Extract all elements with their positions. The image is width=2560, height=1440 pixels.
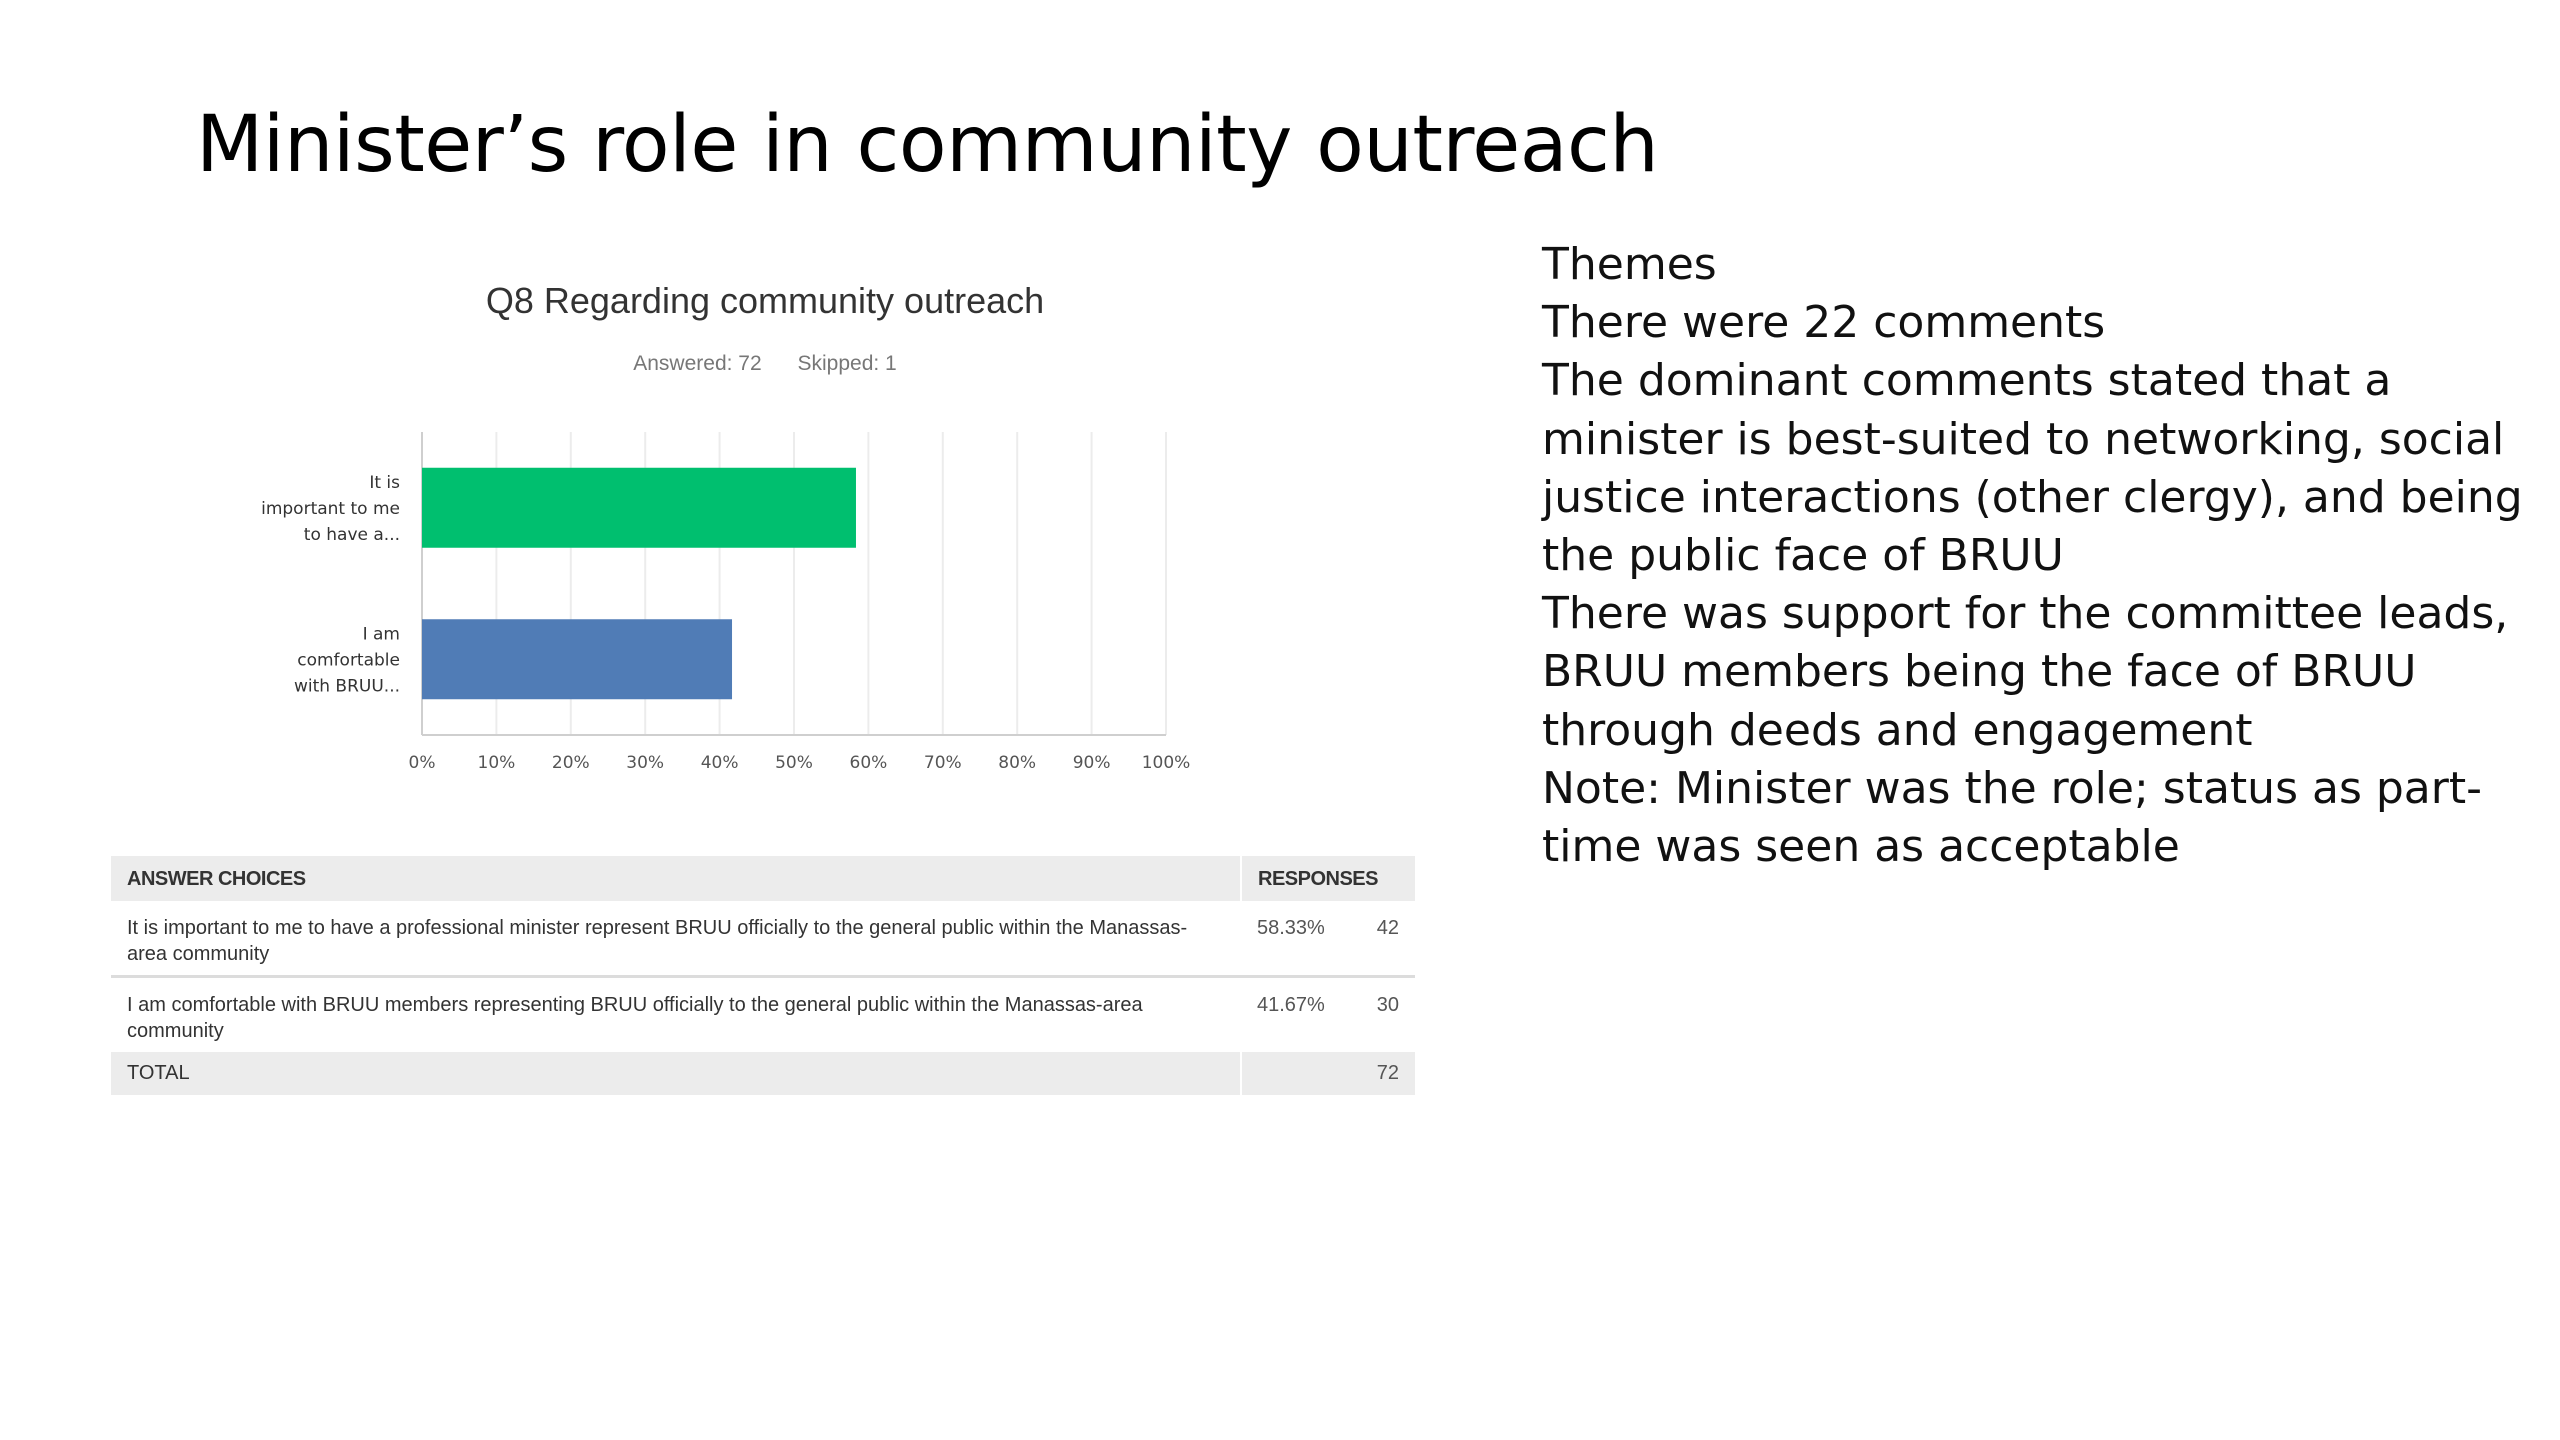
- x-tick-label: 70%: [924, 753, 962, 773]
- row-choice: It is important to me to have a professi…: [127, 917, 1188, 965]
- x-tick-label: 60%: [850, 753, 888, 773]
- table-row: I am comfortable with BRUU members repre…: [111, 975, 1415, 1052]
- x-tick-label: 20%: [552, 753, 590, 773]
- chart-stats: Answered: 72 Skipped: 1: [0, 352, 1530, 376]
- themes-text: Themes There were 22 comments The domina…: [1542, 236, 2542, 876]
- x-tick-label: 50%: [775, 753, 813, 773]
- themes-heading: Themes: [1542, 239, 1717, 290]
- category-label-line: important to me: [261, 499, 400, 519]
- row-percent: 41.67%: [1241, 975, 1353, 1052]
- chart-title: Q8 Regarding community outreach: [485, 280, 1045, 321]
- bar: [422, 619, 733, 700]
- category-label: I am comfortable with BRUU...: [294, 624, 400, 696]
- row-percent: 58.33%: [1257, 917, 1325, 939]
- slide-title: Minister’s role in community outreach: [196, 100, 1659, 190]
- x-tick-label: 80%: [998, 753, 1036, 773]
- themes-line: Note: Minister was the role; status as p…: [1542, 762, 2482, 873]
- header-answer-choices: ANSWER CHOICES: [111, 856, 1241, 901]
- category-label-line: to have a...: [304, 525, 400, 545]
- themes-line: There was support for the committee lead…: [1542, 588, 2509, 756]
- row-count: 30: [1353, 975, 1415, 1052]
- skipped-count: Skipped: 1: [797, 352, 897, 375]
- row-count: 42: [1376, 917, 1399, 939]
- header-responses: RESPONSES: [1240, 856, 1415, 901]
- x-tick-label: 90%: [1073, 753, 1111, 773]
- category-label: It is important to me to have a...: [261, 473, 400, 545]
- x-axis-ticks: 0% 10% 20% 30% 40% 50% 60% 70% 80% 90% 100%: [409, 753, 1191, 773]
- category-label-line: with BRUU...: [294, 676, 400, 696]
- bar-chart: It is important to me to have a... I am comf…: [261, 432, 1191, 773]
- x-tick-label: 10%: [478, 753, 516, 773]
- category-label-line: I am: [363, 624, 400, 644]
- table-header: ANSWER CHOICES RESPONSES: [111, 856, 1415, 901]
- total-count: 72: [1353, 1052, 1415, 1095]
- category-labels: It is important to me to have a... I am comf…: [261, 473, 400, 697]
- themes-line: There were 22 comments: [1542, 297, 2106, 349]
- total-label: TOTAL: [111, 1052, 1241, 1095]
- x-tick-label: 30%: [626, 753, 664, 773]
- chart-bars: [422, 467, 856, 700]
- total-spacer: [1240, 1052, 1353, 1095]
- answer-table: ANSWER CHOICES RESPONSES It is important…: [111, 856, 1415, 1095]
- x-tick-label: 100%: [1142, 753, 1191, 773]
- x-tick-label: 40%: [701, 753, 739, 773]
- category-label-line: comfortable: [297, 650, 400, 670]
- answered-count: Answered: 72: [633, 352, 762, 375]
- themes-line: The dominant comments stated that a mini…: [1542, 355, 2523, 582]
- table-row: It is important to me to have a professi…: [111, 901, 1415, 977]
- x-tick-label: 0%: [409, 753, 436, 773]
- category-label-line: It is: [369, 473, 400, 493]
- row-choice: I am comfortable with BRUU members repre…: [111, 975, 1241, 1052]
- bar: [422, 467, 856, 548]
- table-total-row: TOTAL 72: [111, 1052, 1415, 1095]
